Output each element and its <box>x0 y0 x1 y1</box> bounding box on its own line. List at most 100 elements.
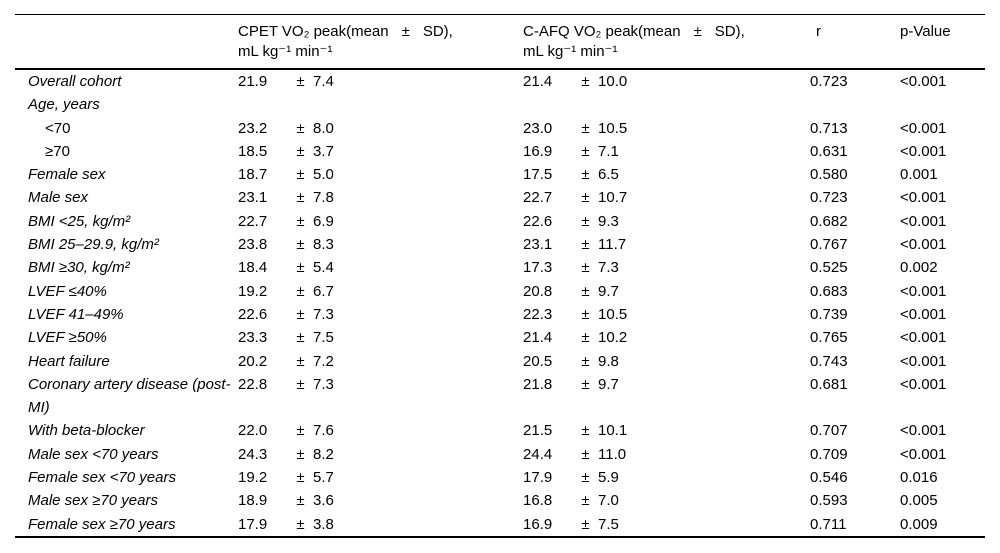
cafq-sd-value: 10.2 <box>598 329 628 347</box>
plus-minus-symbol: ± <box>401 23 410 40</box>
row-label: Male sex <box>28 189 89 207</box>
cpet-plus-minus: ± <box>296 422 305 440</box>
cpet-mean-value: 18.4 <box>238 259 268 277</box>
p-value: <0.001 <box>900 119 947 137</box>
cpet-mean-value: 19.2 <box>238 282 268 300</box>
r-value: 0.682 <box>810 212 848 230</box>
cafq-mean-value: 21.5 <box>523 422 553 440</box>
row-label: BMI 25–29.9, kg/m² <box>28 236 159 254</box>
cafq-mean-value: 22.6 <box>523 212 553 230</box>
cpet-mean-value: 23.2 <box>238 119 268 137</box>
cpet-mean-value: 21.9 <box>238 73 268 90</box>
cpet-plus-minus: ± <box>296 469 305 487</box>
r-value: 0.546 <box>810 469 848 487</box>
cafq-mean-value: 23.0 <box>523 119 553 137</box>
cafq-plus-minus: ± <box>581 375 590 393</box>
cafq-sd-value: 9.7 <box>598 282 619 300</box>
table-row: BMI 25–29.9, kg/m² 23.8 ± 8.3 23.1 ± 11.… <box>15 233 985 256</box>
cpet-mean-value: 20.2 <box>238 352 268 370</box>
row-label: <70 <box>45 119 71 137</box>
cafq-plus-minus: ± <box>581 282 590 300</box>
header-p-column: p-Value <box>900 14 986 70</box>
header-cafq-sd: SD), <box>714 23 745 40</box>
r-value: 0.739 <box>810 305 848 323</box>
cpet-sd-value: 5.4 <box>313 259 334 277</box>
row-label: Male sex <70 years <box>28 445 159 463</box>
cafq-sd-value: 11.7 <box>598 236 627 254</box>
cafq-plus-minus: ± <box>581 515 590 533</box>
p-value: <0.001 <box>900 305 947 323</box>
row-label: Female sex <70 years <box>28 469 176 487</box>
cpet-mean-value: 22.0 <box>238 422 268 440</box>
cafq-plus-minus: ± <box>581 305 590 323</box>
correlation-table: CPET VO₂ peak(mean ± SD), mL kg⁻¹ min⁻¹ C-… <box>15 14 986 538</box>
p-value: <0.001 <box>900 329 947 347</box>
cpet-mean-value: 22.6 <box>238 305 268 323</box>
cpet-plus-minus: ± <box>296 189 305 207</box>
cafq-mean-value: 16.8 <box>523 492 553 510</box>
cafq-plus-minus: ± <box>581 73 590 90</box>
header-cafq-line1: C-AFQ VO₂ peak(mean ± SD), <box>523 22 810 42</box>
cafq-mean-value: 21.8 <box>523 375 553 393</box>
cpet-mean-value: 23.3 <box>238 329 268 347</box>
cpet-mean-value: 18.7 <box>238 166 268 184</box>
r-value: 0.707 <box>810 422 848 440</box>
cafq-sd-value: 5.9 <box>598 469 619 487</box>
table-row: Female sex ≥70 years 17.9 ± 3.8 16.9 ± 7… <box>15 513 985 537</box>
cafq-sd-value: 7.0 <box>598 492 619 510</box>
cafq-sd-value: 7.1 <box>598 142 619 160</box>
row-label: LVEF ≥50% <box>28 329 107 347</box>
table-row: Overall cohort 21.9 ± 7.4 21.4 ± 10.0 0.… <box>15 69 985 93</box>
p-value: <0.001 <box>900 142 947 160</box>
cafq-sd-value: 10.5 <box>598 119 628 137</box>
r-value: 0.709 <box>810 445 848 463</box>
cpet-plus-minus: ± <box>296 259 305 277</box>
header-cafq-column: C-AFQ VO₂ peak(mean ± SD), mL kg⁻¹ min⁻¹ <box>523 14 811 70</box>
cpet-mean-value <box>238 93 288 116</box>
cpet-sd-value: 5.0 <box>313 166 334 184</box>
p-value: 0.001 <box>900 166 938 184</box>
cafq-mean-value: 16.9 <box>523 515 553 533</box>
cpet-plus-minus: ± <box>296 352 305 370</box>
cafq-sd-value: 9.8 <box>598 352 619 370</box>
cafq-mean-value <box>523 93 573 116</box>
cpet-mean-value: 22.7 <box>238 212 268 230</box>
table-row: Female sex 18.7 ± 5.0 17.5 ± 6.5 0.580 0… <box>15 163 985 186</box>
p-value: <0.001 <box>900 236 947 254</box>
cafq-plus-minus: ± <box>581 329 590 347</box>
cpet-sd-value <box>313 93 523 116</box>
cpet-plus-minus: ± <box>296 515 305 533</box>
table-row: BMI ≥30, kg/m² 18.4 ± 5.4 17.3 ± 7.3 0.5… <box>15 256 985 279</box>
row-label: ≥70 <box>45 142 70 160</box>
p-value: <0.001 <box>900 352 947 370</box>
cafq-mean-value: 24.4 <box>523 445 553 463</box>
r-value: 0.525 <box>810 259 848 277</box>
row-label: LVEF 41–49% <box>28 305 124 323</box>
header-cpet-sd: SD), <box>422 23 453 40</box>
table-row: LVEF ≤40% 19.2 ± 6.7 20.8 ± 9.7 0.683 <0… <box>15 280 985 303</box>
cafq-plus-minus: ± <box>581 469 590 487</box>
cafq-mean-value: 20.5 <box>523 352 553 370</box>
cpet-sd-value: 8.3 <box>313 236 334 254</box>
cpet-sd-value: 3.7 <box>313 142 334 160</box>
row-label: BMI ≥30, kg/m² <box>28 259 130 277</box>
header-r-column: r <box>810 14 901 70</box>
cpet-plus-minus: ± <box>296 305 305 323</box>
cpet-plus-minus: ± <box>296 212 305 230</box>
cafq-mean-value: 17.9 <box>523 469 553 487</box>
cpet-plus-minus: ± <box>296 73 305 90</box>
cafq-mean-value: 17.3 <box>523 259 553 277</box>
cpet-sd-value: 5.7 <box>313 469 334 487</box>
cafq-sd-value: 7.5 <box>598 515 619 533</box>
cpet-mean-value: 17.9 <box>238 515 268 533</box>
cpet-mean-value: 22.8 <box>238 375 268 393</box>
table-row: <70 23.2 ± 8.0 23.0 ± 10.5 0.713 <0.001 <box>15 117 985 140</box>
cpet-mean-value: 23.1 <box>238 189 268 207</box>
cafq-plus-minus: ± <box>581 166 590 184</box>
header-cpet-column: CPET VO₂ peak(mean ± SD), mL kg⁻¹ min⁻¹ <box>238 14 524 70</box>
cpet-sd-value: 7.3 <box>313 375 334 393</box>
r-value <box>810 93 900 116</box>
cpet-sd-value: 7.2 <box>313 352 334 370</box>
cafq-mean-value: 20.8 <box>523 282 553 300</box>
r-value: 0.765 <box>810 329 848 347</box>
